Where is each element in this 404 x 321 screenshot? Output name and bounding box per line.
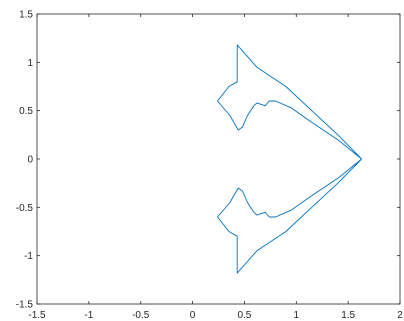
y-tick-label: 0.5 — [19, 106, 33, 117]
series-line — [217, 44, 362, 160]
y-tick-label: 0 — [27, 155, 33, 166]
y-tick-label: 1 — [27, 58, 33, 69]
x-tick-label: -1.5 — [28, 310, 46, 321]
x-tick-label: -0.5 — [132, 310, 150, 321]
y-axis-ticks: -1.5 -1 -0.5 0 0.5 1 1.5 — [16, 10, 400, 311]
x-tick-label: 1 — [294, 310, 300, 321]
x-axis-ticks: -1.5 -1 -0.5 0 0.5 1 1.5 2 — [28, 14, 403, 321]
x-tick-label: 0 — [190, 310, 196, 321]
y-tick-label: 1.5 — [19, 10, 33, 21]
x-tick-label: 0.5 — [237, 310, 251, 321]
x-tick-label: 1.5 — [341, 310, 355, 321]
x-tick-label: 2 — [397, 310, 403, 321]
y-tick-label: -0.5 — [16, 203, 34, 214]
y-tick-label: -1.5 — [16, 300, 34, 311]
x-tick-label: -1 — [84, 310, 93, 321]
plot-area — [217, 44, 362, 274]
y-tick-label: -1 — [24, 251, 33, 262]
axes-box — [36, 13, 401, 305]
series-line-mirrored — [217, 158, 362, 274]
